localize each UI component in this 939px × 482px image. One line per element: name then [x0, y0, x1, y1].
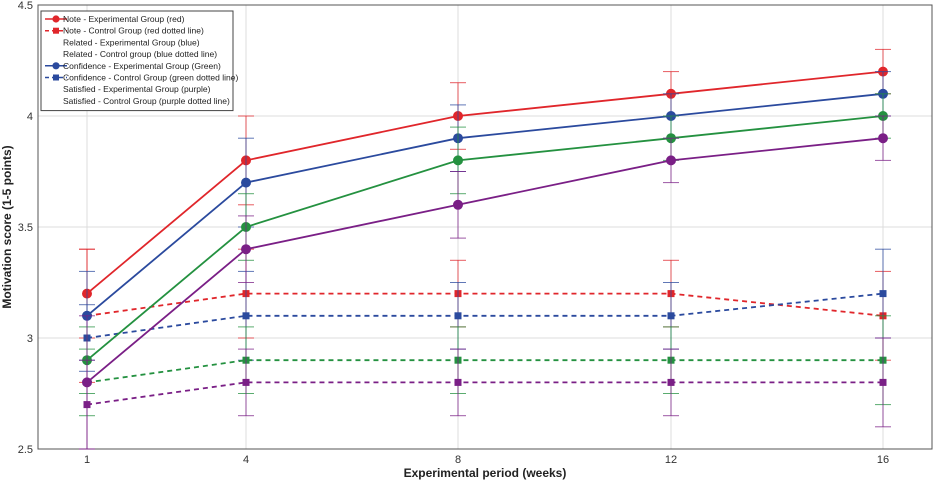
series-line — [86, 115, 884, 361]
legend-label: Satisfied - Experimental Group (purple) — [63, 84, 211, 94]
legend-swatch-marker — [53, 74, 59, 81]
data-point — [241, 244, 251, 255]
legend-entry: Confidence - Experimental Group (Green) — [45, 61, 221, 71]
legend-entry: Related - Control group (blue dotted lin… — [63, 49, 217, 59]
y-tick-label: 3 — [27, 333, 33, 345]
legend-label: Note - Experimental Group (red) — [63, 14, 185, 24]
data-point — [454, 378, 462, 386]
legend-entry: Satisfied - Experimental Group (purple) — [63, 84, 211, 94]
series-line — [86, 292, 884, 339]
data-point — [454, 312, 462, 320]
legend-entry: Satisfied - Control Group (purple dotted… — [63, 96, 230, 106]
x-tick-label: 12 — [665, 454, 677, 466]
series-6 — [79, 115, 891, 450]
x-tick-label: 1 — [84, 454, 90, 466]
x-tick-label: 4 — [243, 454, 249, 466]
x-tick-label: 8 — [455, 454, 461, 466]
legend-label: Satisfied - Control Group (purple dotted… — [63, 96, 230, 106]
data-point — [667, 378, 675, 386]
legend-label: Note - Control Group (red dotted line) — [63, 26, 204, 36]
data-point — [83, 401, 91, 409]
series-7 — [79, 337, 891, 450]
data-point — [242, 312, 250, 320]
plot-area-frame — [37, 4, 933, 450]
data-point — [879, 378, 887, 386]
x-axis-title: Experimental period (weeks) — [404, 466, 567, 480]
y-tick-label: 3.5 — [18, 222, 33, 234]
legend: Note - Experimental Group (red) Note - Co… — [40, 10, 238, 112]
legend-label: Confidence - Control Group (green dotted… — [63, 73, 238, 83]
legend-swatch-marker — [52, 15, 60, 23]
legend-label: Confidence - Experimental Group (Green) — [63, 61, 221, 71]
y-axis-ticks: 2.5 3 3.5 4 4.5 — [18, 0, 33, 456]
series-2 — [79, 71, 891, 361]
legend-label: Related - Experimental Group (blue) — [63, 37, 200, 47]
data-point — [453, 155, 463, 166]
legend-box — [40, 10, 234, 112]
y-axis-title: Motivation score (1-5 points) — [0, 145, 14, 308]
series-line — [86, 381, 883, 406]
data-point — [666, 155, 676, 166]
data-point — [453, 199, 463, 210]
y-tick-label: 2.5 — [18, 444, 33, 456]
legend-label: Related - Control group (blue dotted lin… — [63, 49, 217, 59]
y-tick-label: 4 — [27, 111, 33, 123]
series-line — [86, 292, 884, 317]
legend-swatch-marker — [53, 27, 59, 34]
legend-entry: Confidence - Control Group (green dotted… — [45, 73, 238, 83]
legend-swatch-marker — [52, 62, 60, 70]
series-line — [86, 359, 883, 384]
data-point — [879, 290, 887, 298]
series-3 — [79, 248, 891, 372]
x-axis-ticks: 1 4 8 12 16 — [84, 454, 889, 466]
legend-entry: Related - Experimental Group (blue) — [63, 37, 200, 47]
data-point — [242, 378, 250, 386]
data-point — [667, 312, 675, 320]
series-group — [79, 48, 891, 450]
y-tick-label: 4.5 — [18, 0, 33, 12]
legend-entry: Note - Experimental Group (red) — [45, 14, 185, 24]
data-point — [878, 133, 888, 144]
data-point — [241, 177, 251, 188]
series-5 — [79, 315, 891, 417]
legend-entry: Note - Control Group (red dotted line) — [45, 26, 204, 36]
x-tick-label: 16 — [877, 454, 889, 466]
series-4 — [79, 93, 891, 394]
